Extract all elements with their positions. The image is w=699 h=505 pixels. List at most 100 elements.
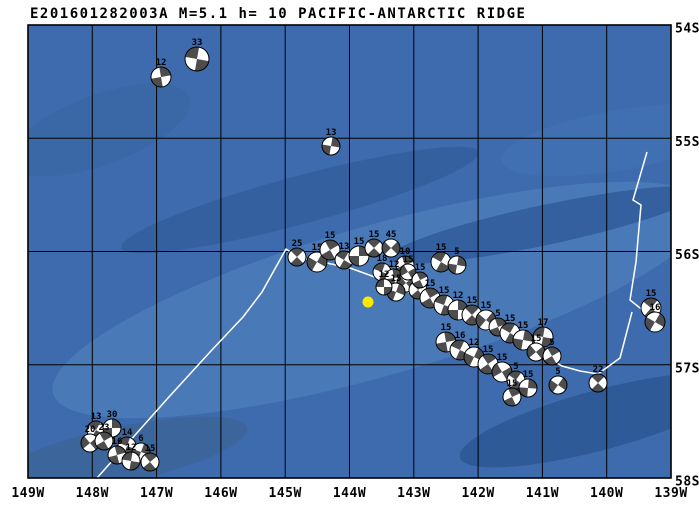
beachball-quadrant xyxy=(503,397,516,407)
epicenter-marker xyxy=(362,296,374,308)
focal-mechanism: 33 xyxy=(184,38,210,72)
beachball-quadrant xyxy=(290,248,304,257)
focal-mechanism: 12 xyxy=(447,291,469,321)
beachball-quadrant xyxy=(143,462,156,471)
bathymetry-shade xyxy=(121,146,479,254)
focal-mechanism: 15 xyxy=(518,370,538,398)
depth-label: 12 xyxy=(156,58,167,68)
depth-label: 15 xyxy=(439,286,450,296)
depth-label: 23 xyxy=(99,423,110,433)
beachball-quadrant xyxy=(376,279,384,287)
longitude-label: 145W xyxy=(269,486,302,501)
beachball-outline xyxy=(542,346,562,366)
latitude-label: 54S xyxy=(675,22,699,37)
beachball-quadrant xyxy=(464,305,480,315)
focal-mechanism: 16 xyxy=(644,303,666,333)
focal-mechanism: 16 xyxy=(107,437,127,465)
beachball-quadrant xyxy=(99,432,112,441)
depth-label: 10 xyxy=(400,247,411,257)
beachball-outline xyxy=(375,278,393,296)
depth-label: 12 xyxy=(469,338,480,348)
depth-label: 15 xyxy=(467,296,478,306)
beachball-quadrant xyxy=(541,337,553,348)
depth-label: 15 xyxy=(483,345,494,355)
beachball-quadrant xyxy=(479,364,494,375)
depth-label: 14 xyxy=(122,428,133,438)
bathymetry-shade xyxy=(388,186,671,264)
beachball-quadrant xyxy=(549,379,558,393)
beachball-quadrant xyxy=(151,77,163,88)
beachball-quadrant xyxy=(547,347,560,356)
focal-mechanism: 15 xyxy=(411,263,429,289)
depth-label: 13 xyxy=(326,128,337,138)
beachball-quadrant xyxy=(475,313,486,328)
depth-label: 20 xyxy=(85,425,96,435)
beachball-quadrant xyxy=(464,315,480,325)
beachball-quadrant xyxy=(450,340,465,350)
depth-label: 5 xyxy=(454,247,459,257)
focal-mechanism: 13 xyxy=(334,242,354,270)
beachball-quadrant xyxy=(528,379,538,389)
beachball-outline xyxy=(411,271,429,289)
beachball-outline xyxy=(287,247,307,267)
depth-label: 15 xyxy=(646,289,657,299)
beachball-quadrant xyxy=(331,137,340,148)
latitude-label: 58S xyxy=(675,475,699,490)
depth-label: 18 xyxy=(377,254,388,264)
beachball-quadrant xyxy=(501,323,515,333)
beachball-quadrant xyxy=(88,421,101,430)
longitude-label: 147W xyxy=(140,486,173,501)
beachball-outline xyxy=(548,375,568,395)
depth-label: 15 xyxy=(369,230,380,240)
beachball-quadrant xyxy=(336,251,349,260)
longitude-label: 142W xyxy=(461,486,494,501)
longitude-label: 140W xyxy=(590,486,623,501)
focal-mechanisms: 1233132515151315154510155181213101512151… xyxy=(80,38,666,472)
depth-label: 15 xyxy=(497,353,508,363)
depth-label: 15 xyxy=(312,243,323,253)
beachball-outline xyxy=(121,451,141,471)
depth-label: 45 xyxy=(386,230,397,240)
beachball-quadrant xyxy=(159,66,171,77)
beachball-quadrant xyxy=(544,356,557,365)
focal-mechanism: 25 xyxy=(287,239,307,267)
beachball-quadrant xyxy=(391,241,400,255)
beachball-outline xyxy=(399,263,417,281)
depth-label: 33 xyxy=(192,38,203,48)
beachball-quadrant xyxy=(81,436,90,449)
beachball-quadrant xyxy=(464,352,474,367)
depth-label: 12 xyxy=(453,291,464,301)
beachball-quadrant xyxy=(558,377,567,391)
beachball-quadrant xyxy=(655,313,665,327)
beachball-quadrant xyxy=(508,371,522,380)
focal-mechanism: 12 xyxy=(121,443,141,471)
depth-label: 15 xyxy=(505,314,516,324)
beachball-quadrant xyxy=(349,256,359,266)
beachball-quadrant xyxy=(322,144,331,155)
focal-mechanism: 15 xyxy=(306,243,328,273)
focal-mechanism: 5 xyxy=(447,247,467,275)
plate-boundary-line xyxy=(597,311,633,375)
beachball-quadrant xyxy=(290,257,304,266)
depth-label: 16 xyxy=(650,303,661,313)
axis-labels: 149W 148W 147W 146W 145W 144W 143W 142W 141W 140W… xyxy=(11,22,699,502)
depth-label: 17 xyxy=(538,318,549,328)
longitude-label: 149W xyxy=(11,486,44,501)
beachball-quadrant xyxy=(321,250,335,260)
beachball-quadrant xyxy=(591,383,605,392)
beachball-quadrant xyxy=(382,241,391,255)
beachball-quadrant xyxy=(508,387,521,397)
beachball-outline xyxy=(447,255,467,275)
depth-label: 25 xyxy=(292,239,303,249)
longitude-label: 139W xyxy=(654,486,687,501)
beachball-quadrant xyxy=(448,263,457,274)
beachball-quadrant xyxy=(591,374,605,383)
beachball-quadrant xyxy=(457,256,466,267)
focal-mechanism: 15 xyxy=(512,321,534,351)
beachball-outline xyxy=(150,66,172,88)
depth-label: 5 xyxy=(549,338,554,348)
focal-mechanism: 15 xyxy=(502,379,522,407)
depth-label: 12 xyxy=(379,270,390,280)
